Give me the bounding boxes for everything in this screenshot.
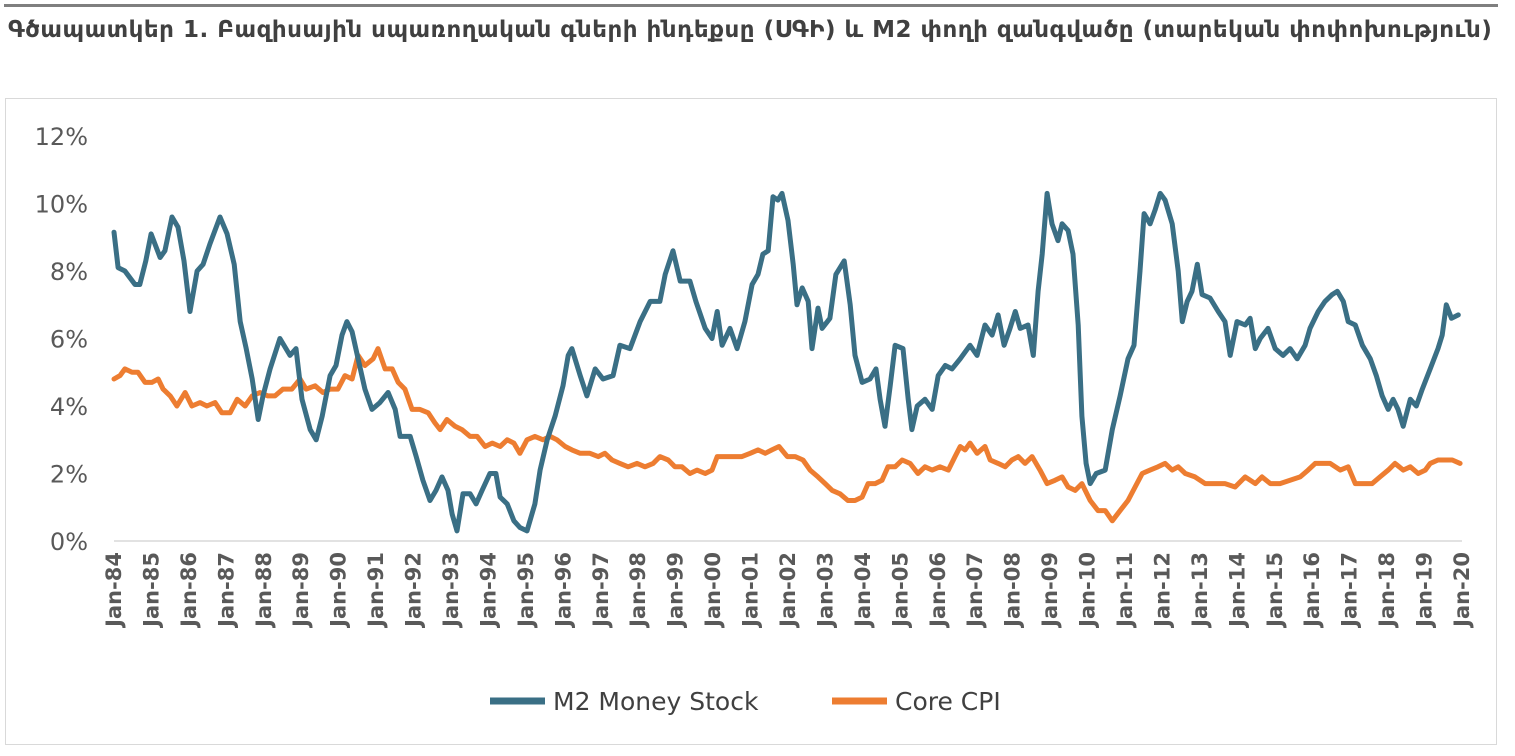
legend: M2 Money Stock Core CPI [490,687,1001,716]
x-tick-label: Jan-95 [514,552,538,629]
x-tick-label: Jan-97 [589,552,613,629]
chart-frame [5,98,1497,745]
x-tick-label: Jan-90 [327,552,351,629]
x-tick-label: Jan-14 [1225,552,1249,629]
x-tick-label: Jan-20 [1450,552,1474,629]
x-tick-label: Jan-99 [664,552,688,629]
y-axis: 0% 2% 4% 6% 8% 10% 12% [35,123,88,556]
x-tick-label: Jan-13 [1188,552,1212,629]
x-tick-label: Jan-04 [851,552,875,629]
x-tick-label: Jan-06 [926,552,950,629]
x-tick-label: Jan-10 [1076,552,1100,629]
x-tick-label: Jan-12 [1150,552,1174,629]
y-tick-label: 10% [35,191,88,219]
x-tick-label: Jan-02 [776,552,800,629]
x-tick-label: Jan-98 [626,552,650,629]
x-tick-label: Jan-09 [1038,552,1062,629]
core-cpi-line [111,346,1463,524]
x-tick-label: Jan-01 [739,552,763,629]
x-tick-label: Jan-94 [476,552,500,629]
x-tick-label: Jan-85 [139,552,163,629]
y-tick-label: 12% [35,123,88,151]
x-tick-label: Jan-03 [813,552,837,629]
x-tick-label: Jan-87 [214,552,238,629]
m2-money-stock-line [111,190,1461,534]
x-tick-label: Jan-18 [1375,552,1399,629]
x-tick-label: Jan-16 [1300,552,1324,629]
x-tick-label: Jan-08 [1001,552,1025,629]
y-tick-label: 4% [50,393,88,421]
x-tick-label: Jan-86 [177,552,201,629]
x-tick-label: Jan-15 [1263,552,1287,629]
chart-title: Գծապատկեր 1. Բազիսային սպառողական գների … [8,17,1493,43]
y-tick-label: 2% [50,461,88,489]
series-lines [111,190,1463,534]
x-tick-label: Jan-00 [701,552,725,629]
y-tick-label: 0% [50,528,88,556]
x-tick-label: Jan-92 [402,552,426,629]
x-tick-label: Jan-07 [963,552,987,629]
x-tick-label: Jan-89 [289,552,313,629]
legend-label-core-cpi: Core CPI [895,687,1001,716]
x-tick-label: Jan-17 [1338,552,1362,629]
y-tick-label: 8% [50,258,88,286]
x-tick-label: Jan-19 [1413,552,1437,629]
x-tick-label: Jan-93 [439,552,463,629]
x-tick-label: Jan-91 [364,552,388,629]
y-tick-label: 6% [50,326,88,354]
legend-label-m2: M2 Money Stock [553,687,759,716]
top-rule [4,4,1498,7]
x-tick-label: Jan-05 [888,552,912,629]
x-axis: Jan-84 Jan-85 Jan-86 Jan-87 Jan-88 Jan-89 Jan-… [102,552,1474,629]
x-tick-label: Jan-88 [252,552,276,629]
x-tick-label: Jan-84 [102,552,126,629]
x-tick-label: Jan-11 [1113,552,1137,629]
x-tick-label: Jan-96 [551,552,575,629]
